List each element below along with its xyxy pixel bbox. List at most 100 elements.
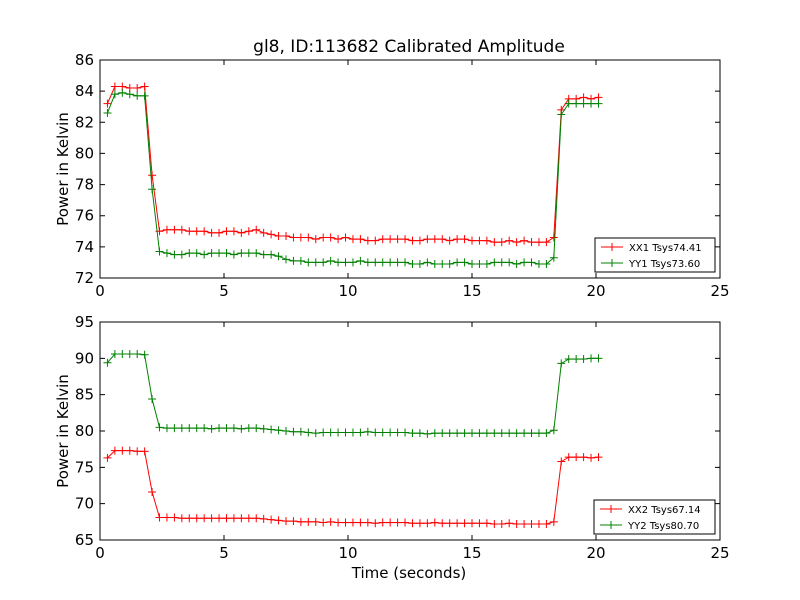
data-point (319, 233, 328, 242)
data-point (118, 349, 127, 358)
data-point (408, 429, 417, 438)
data-point (103, 99, 112, 108)
data-point (363, 236, 372, 245)
data-point (296, 233, 305, 242)
data-point (363, 518, 372, 527)
data-point (326, 517, 335, 526)
data-point (155, 247, 164, 256)
data-point (594, 453, 603, 462)
data-point (133, 349, 142, 358)
data-point (557, 359, 566, 368)
data-point (162, 249, 171, 258)
x-tick-label: 25 (710, 282, 729, 300)
data-point (527, 429, 536, 438)
data-point (244, 514, 253, 523)
data-point (505, 519, 514, 528)
data-point (534, 429, 543, 438)
data-point (505, 258, 514, 267)
data-point (274, 231, 283, 240)
data-point (490, 429, 499, 438)
data-point (475, 259, 484, 268)
data-point (282, 427, 290, 435)
data-point (564, 99, 573, 108)
data-point (341, 233, 350, 242)
data-point (520, 236, 529, 245)
data-point (438, 429, 447, 438)
data-point (356, 428, 365, 437)
data-point (237, 249, 246, 258)
data-point (393, 258, 402, 267)
data-point (155, 423, 164, 432)
data-point (542, 238, 551, 247)
y-tick-label: 78 (75, 176, 94, 194)
data-point (512, 259, 521, 268)
data-point (453, 258, 462, 267)
data-point (356, 256, 365, 265)
data-point (564, 453, 573, 462)
data-point (415, 236, 424, 245)
data-point (282, 231, 290, 240)
data-point (170, 513, 179, 522)
y-tick-label: 70 (75, 495, 94, 513)
legend-marker (608, 243, 616, 251)
data-point (430, 235, 439, 244)
data-point (482, 429, 491, 438)
data-point (341, 258, 350, 267)
data-point (222, 227, 231, 236)
data-point (311, 258, 320, 267)
data-point (237, 424, 246, 433)
y-tick-label: 74 (75, 238, 94, 256)
data-point (534, 238, 543, 247)
y-tick-label: 76 (75, 207, 94, 225)
data-point (162, 225, 171, 234)
data-point (356, 518, 365, 527)
data-point (520, 429, 529, 438)
data-point (408, 236, 417, 245)
axes-frame (99, 59, 721, 279)
data-point (244, 249, 253, 258)
data-point (490, 520, 499, 529)
data-point (430, 259, 439, 268)
data-point (587, 354, 596, 363)
data-point (520, 520, 529, 529)
data-point (587, 99, 596, 108)
data-point (497, 429, 506, 438)
data-point (334, 428, 343, 437)
data-point (207, 228, 216, 237)
data-point (594, 354, 603, 363)
data-point (557, 110, 566, 119)
data-point (282, 255, 290, 264)
data-point (304, 233, 313, 242)
data-point (118, 88, 127, 97)
data-point (304, 517, 313, 526)
legend: XX2 Tsys67.14 YY2 Tsys80.70 (593, 499, 716, 535)
data-point (460, 258, 469, 267)
data-point (482, 236, 491, 245)
data-point (170, 424, 179, 433)
data-point (155, 513, 164, 522)
data-point (140, 91, 149, 100)
data-point (282, 517, 290, 526)
data-point (348, 518, 357, 527)
data-point (423, 429, 432, 438)
data-point (512, 429, 521, 438)
data-point (110, 90, 119, 99)
y-tick-label: 75 (75, 458, 94, 476)
data-point (460, 235, 469, 244)
data-point (215, 228, 224, 237)
data-point (438, 259, 447, 268)
data-point (222, 249, 231, 258)
data-point (110, 446, 119, 455)
data-point (311, 235, 320, 244)
y-tick-label: 72 (75, 269, 94, 287)
data-point (587, 453, 596, 462)
data-point (110, 349, 119, 358)
data-point (304, 428, 313, 437)
data-point (215, 424, 224, 433)
data-point (378, 518, 387, 527)
data-point (497, 238, 506, 247)
y-tick-label: 82 (75, 113, 94, 131)
data-point (125, 349, 134, 358)
data-point (229, 250, 238, 259)
